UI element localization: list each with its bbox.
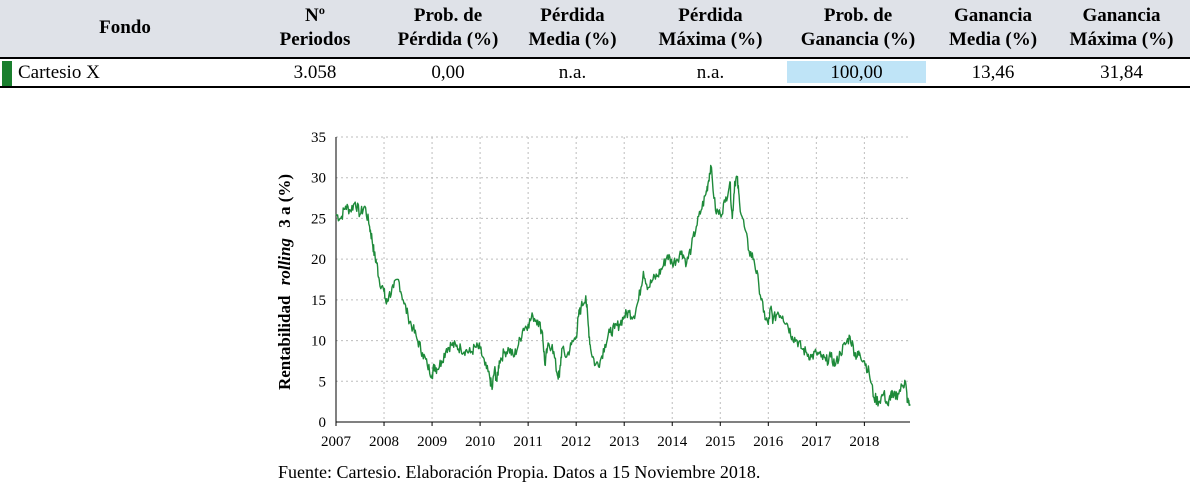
cell-ganancia-media: 13,46 bbox=[971, 62, 1015, 83]
y-tick-label: 0 bbox=[319, 415, 327, 431]
header-ganancia-maxima: Ganancia Máxima (%) bbox=[1069, 5, 1174, 50]
y-tick-label: 25 bbox=[311, 211, 326, 227]
cell-periodos: 3.058 bbox=[293, 62, 337, 83]
header-periodos: Nº Periodos bbox=[279, 5, 351, 50]
x-tick-label: 2011 bbox=[513, 434, 542, 450]
x-tick-label: 2008 bbox=[369, 434, 399, 450]
y-tick-labels: 0 5 10 15 20 25 30 35 bbox=[311, 130, 326, 431]
x-tick-label: 2009 bbox=[417, 434, 447, 450]
series-line-cartesio-x bbox=[335, 164, 911, 407]
y-tick-label: 35 bbox=[311, 130, 326, 146]
x-tick-label: 2010 bbox=[465, 434, 495, 450]
y-tick-label: 20 bbox=[311, 252, 326, 268]
y-tick-label: 15 bbox=[311, 293, 326, 309]
header-ganancia-media: Ganancia Media (%) bbox=[948, 5, 1038, 50]
y-tick-label: 10 bbox=[311, 334, 326, 350]
x-tick-labels: 2007 2008 2009 2010 2011 2012 2013 2014 2015 2016… bbox=[321, 434, 879, 450]
fund-color-marker bbox=[2, 61, 12, 87]
header-perdida-media: Pérdida Media (%) bbox=[528, 5, 617, 50]
cell-prob-perdida: 0,00 bbox=[431, 62, 465, 83]
cell-ganancia-maxima: 31,84 bbox=[1100, 62, 1143, 83]
x-tick-label: 2014 bbox=[657, 434, 688, 450]
header-fondo: Fondo bbox=[99, 17, 151, 38]
series-layer bbox=[335, 164, 911, 407]
x-tick-label: 2012 bbox=[561, 434, 591, 450]
cell-prob-ganancia: 100,00 bbox=[830, 62, 883, 83]
source-note: Fuente: Cartesio. Elaboración Propia. Da… bbox=[278, 462, 761, 482]
row-divider bbox=[0, 86, 1190, 88]
y-tick-label: 30 bbox=[311, 171, 326, 187]
y-axis-title: Rentabilidad rolling 3 a (%) bbox=[275, 174, 294, 390]
cell-perdida-media: n.a. bbox=[558, 62, 587, 83]
cell-fondo: Cartesio X bbox=[18, 62, 100, 83]
x-tick-label: 2016 bbox=[753, 434, 784, 450]
header-perdida-maxima: Pérdida Máxima (%) bbox=[658, 5, 763, 50]
x-tick-label: 2018 bbox=[849, 434, 879, 450]
cell-perdida-maxima: n.a. bbox=[696, 62, 725, 83]
chart-grid bbox=[336, 136, 910, 422]
y-tick-label: 5 bbox=[319, 374, 327, 390]
header-divider bbox=[0, 57, 1190, 59]
x-tick-label: 2017 bbox=[801, 434, 832, 450]
x-tick-label: 2015 bbox=[705, 434, 735, 450]
table-header bbox=[0, 0, 1190, 57]
x-tick-label: 2007 bbox=[321, 434, 352, 450]
highlight-cell bbox=[787, 61, 926, 83]
header-prob-perdida: Prob. de Pérdida (%) bbox=[397, 5, 499, 50]
x-tick-label: 2013 bbox=[609, 434, 639, 450]
header-prob-ganancia: Prob. de Ganancia (%) bbox=[800, 5, 916, 50]
chart-axes bbox=[335, 137, 910, 426]
